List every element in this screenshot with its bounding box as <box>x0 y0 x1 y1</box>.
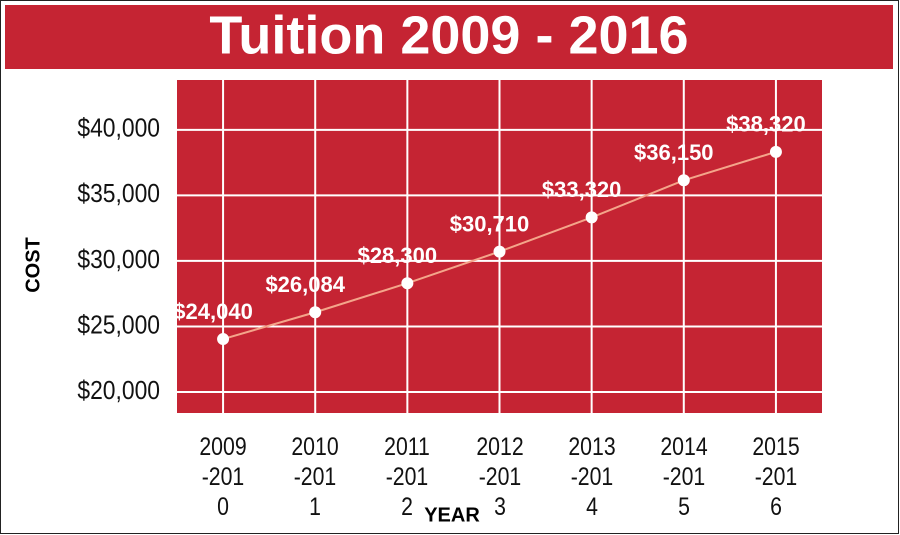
value-label: $36,150 <box>634 140 714 165</box>
y-tick-label: $35,000 <box>77 180 160 209</box>
y-tick-label: $25,000 <box>77 311 160 340</box>
point <box>401 277 414 290</box>
value-label: $30,710 <box>450 211 530 236</box>
x-tick-label: 2013-2014 <box>568 433 616 521</box>
x-tick-label: 2010-2011 <box>291 433 339 521</box>
title-bar <box>5 5 893 69</box>
y-axis-title: COST <box>22 237 44 293</box>
x-axis-title: YEAR <box>424 504 480 526</box>
x-tick-label: 2014-2015 <box>660 433 708 521</box>
point <box>309 306 322 319</box>
point <box>493 245 506 258</box>
x-tick-label: 2009-2010 <box>199 433 247 521</box>
point <box>769 145 782 158</box>
value-label: $26,084 <box>265 272 345 297</box>
y-tick-label: $30,000 <box>77 245 160 274</box>
chart-title: Tuition 2009 - 2016 <box>209 5 688 65</box>
y-tick-label: $20,000 <box>77 377 160 406</box>
x-tick-label: 2011-2012 <box>384 433 431 521</box>
y-tick-label: $40,000 <box>77 114 160 143</box>
point <box>585 211 598 224</box>
point <box>217 333 230 346</box>
value-label: $38,320 <box>726 112 806 137</box>
x-tick-label: 2015-2016 <box>752 433 800 521</box>
x-tick-label: 2012-2013 <box>475 433 524 521</box>
point <box>677 174 690 187</box>
value-label: $28,300 <box>358 243 438 268</box>
value-label: $24,040 <box>173 299 253 324</box>
value-label: $33,320 <box>542 177 622 202</box>
